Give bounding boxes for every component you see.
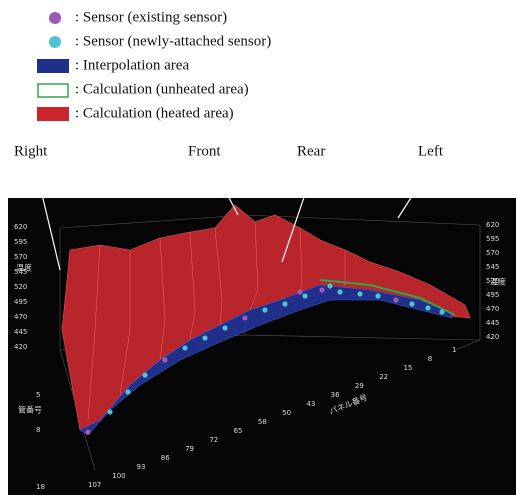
- temperature-tick: 570: [14, 253, 27, 261]
- legend-label: : Calculation (unheated area): [75, 81, 249, 97]
- tube-tick: 18: [36, 483, 45, 491]
- panel-tick: 50: [282, 409, 291, 417]
- sensor-dot: [319, 287, 325, 293]
- panel-tick: 100: [112, 472, 125, 480]
- temperature-tick: 420: [486, 333, 499, 341]
- sensor-dot: [297, 289, 303, 295]
- panel-tick: 36: [331, 391, 340, 399]
- legend-marker: [37, 107, 69, 121]
- temperature-tick: 595: [486, 235, 499, 243]
- sensor-dot: [222, 325, 228, 331]
- panel-tick: 58: [258, 418, 267, 426]
- temperature-tick: 495: [486, 291, 499, 299]
- legend-label: : Interpolation area: [75, 57, 189, 73]
- axis-title: 管番号: [18, 405, 42, 415]
- panel-tick: 72: [209, 436, 218, 444]
- panel-tick: 107: [88, 481, 101, 489]
- sensor-dot: [182, 345, 188, 351]
- axis-title: 温度: [16, 263, 32, 273]
- annotation: Front: [188, 143, 221, 159]
- interpolation-area: [79, 284, 453, 436]
- sensor-dot: [107, 409, 113, 415]
- sensor-dot: [262, 307, 268, 313]
- tube-tick: 5: [36, 391, 40, 399]
- temperature-tick: 520: [14, 283, 27, 291]
- panel-tick: 43: [306, 400, 315, 408]
- sensor-dot: [125, 389, 131, 395]
- panel-tick: 15: [403, 364, 412, 372]
- panel-tick: 22: [379, 373, 388, 381]
- temperature-tick: 620: [486, 221, 499, 229]
- temperature-tick: 445: [14, 328, 27, 336]
- temperature-tick: 620: [14, 223, 27, 231]
- sensor-dot: [85, 429, 91, 435]
- temperature-tick: 595: [14, 238, 27, 246]
- sensor-dot: [357, 291, 363, 297]
- sensor-dot: [439, 309, 445, 315]
- legend-label: : Calculation (heated area): [75, 105, 234, 121]
- temperature-tick: 545: [486, 263, 499, 271]
- axis-title: 温度: [490, 277, 506, 287]
- annotation-arrows: [34, 164, 433, 271]
- temperature-tick: 445: [486, 319, 499, 327]
- sensor-dot: [375, 293, 381, 299]
- annotation: Right: [14, 143, 48, 159]
- legend-marker: [49, 12, 61, 24]
- temperature-tick: 570: [486, 249, 499, 257]
- sensor-dot: [202, 335, 208, 341]
- annotation: Rear: [297, 143, 325, 159]
- panel-tick: 79: [185, 445, 194, 453]
- panel-tick: 93: [137, 463, 146, 471]
- sensor-dot: [282, 301, 288, 307]
- legend-marker: [49, 36, 61, 48]
- temperature-tick: 545: [14, 268, 27, 276]
- annotation: Left: [418, 143, 444, 159]
- panel-tick: 1: [452, 346, 456, 354]
- sensor-dot: [162, 357, 168, 363]
- panel-tick: 86: [161, 454, 170, 462]
- temperature-tick: 520: [486, 277, 499, 285]
- tube-tick: 8: [36, 426, 40, 434]
- sensors: [85, 283, 445, 435]
- panel-tick: 29: [355, 382, 364, 390]
- axis-ticks: 620 595 570 545 520 495 470 445 420 620 595 570 545 5…: [14, 221, 499, 491]
- temperature-tick: 495: [14, 298, 27, 306]
- legend-label: : Sensor (existing sensor): [75, 9, 227, 25]
- panel-tick: 8: [428, 355, 432, 363]
- legend-label: : Sensor (newly-attached sensor): [75, 33, 271, 49]
- legend-marker: [37, 59, 69, 73]
- panel-tick: 65: [234, 427, 243, 435]
- temperature-tick: 470: [14, 313, 27, 321]
- sensor-dot: [337, 289, 343, 295]
- sensor-dot: [142, 372, 148, 378]
- temperature-tick: 470: [486, 305, 499, 313]
- sensor-dot: [425, 305, 431, 311]
- sensor-dot: [242, 315, 248, 321]
- unheated-area: [319, 279, 456, 316]
- temperature-tick: 420: [14, 343, 27, 351]
- legend-marker: [37, 83, 69, 98]
- sensor-dot: [409, 301, 415, 307]
- sensor-dot: [327, 283, 333, 289]
- sensor-dot: [302, 293, 308, 299]
- sensor-dot: [393, 297, 399, 303]
